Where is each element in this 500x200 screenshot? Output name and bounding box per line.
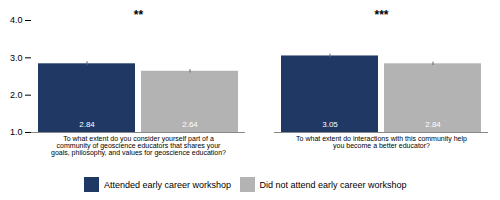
svg-text:2.84: 2.84 (425, 120, 441, 129)
svg-text:2.0: 2.0 (10, 90, 23, 100)
svg-text:To what extent do interactions: To what extent do interactions with this… (296, 135, 467, 150)
html-text:Attended early career workshop: Attended early career workshop (103, 179, 231, 190)
svg-text:To what extent do you consider: To what extent do you consider yourself … (51, 135, 226, 157)
svg-text:3.05: 3.05 (322, 120, 338, 129)
svg-text:**: ** (134, 8, 144, 22)
svg-text:***: *** (374, 8, 388, 22)
svg-text:2.64: 2.64 (182, 120, 198, 129)
html-text:Did not attend early career wo: Did not attend early career workshop (259, 179, 407, 190)
svg-text:3.0: 3.0 (10, 53, 23, 63)
svg-text:4.0: 4.0 (10, 15, 23, 25)
svg-text:2.84: 2.84 (79, 120, 95, 129)
svg-text:1.0: 1.0 (10, 127, 23, 137)
